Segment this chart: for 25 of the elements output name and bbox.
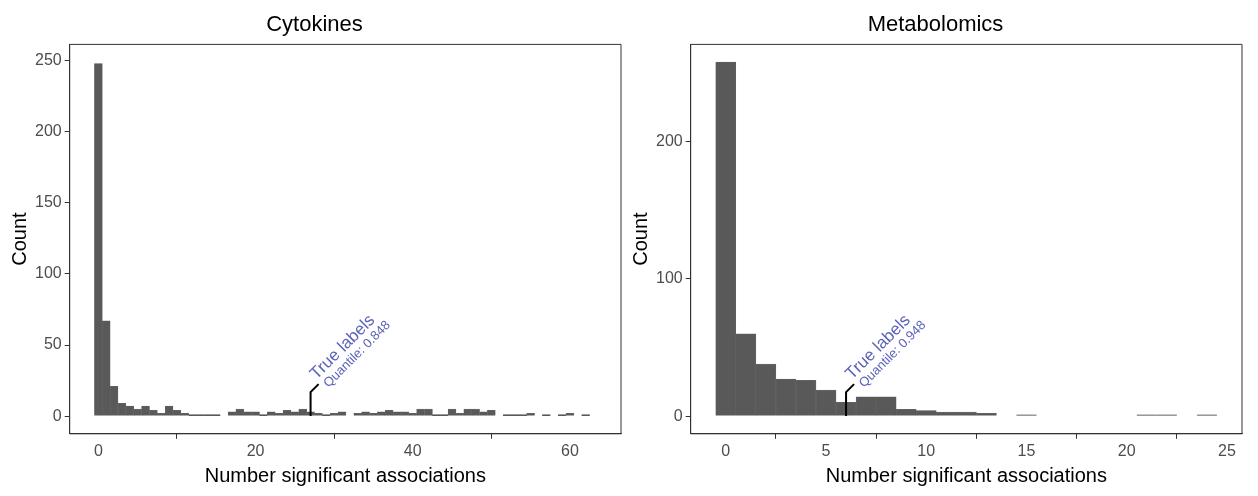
- chart-title: Cytokines: [266, 11, 363, 37]
- chart-title: Metabolomics: [867, 11, 1004, 37]
- x-tick-label: 20: [1117, 441, 1136, 459]
- x-axis-title: Number significant associations: [825, 463, 1107, 486]
- y-tick-label: 0: [673, 406, 683, 424]
- x-tick-label: 5: [821, 441, 831, 459]
- y-tick-label: 150: [34, 193, 62, 211]
- y-axis-title: Count: [7, 211, 30, 266]
- x-tick-label: 25: [1218, 441, 1236, 459]
- y-tick-label: 100: [34, 264, 62, 282]
- x-tick-label: 15: [1017, 441, 1036, 459]
- x-axis-title: Number significant associations: [204, 463, 486, 486]
- y-tick-label: 200: [34, 122, 62, 140]
- y-tick-label: 200: [655, 132, 683, 150]
- x-tick-label: 10: [917, 441, 936, 459]
- y-tick-label: 250: [34, 51, 62, 69]
- x-tick-label: 20: [246, 441, 265, 459]
- x-tick-label: 60: [561, 441, 579, 459]
- y-tick-label: 0: [52, 406, 62, 424]
- y-axis-title: Count: [628, 211, 651, 266]
- x-tick-label: 0: [93, 441, 103, 459]
- x-tick-label: 0: [721, 441, 731, 459]
- x-tick-label: 40: [403, 441, 422, 459]
- y-tick-label: 50: [43, 335, 62, 353]
- y-tick-label: 100: [655, 269, 683, 287]
